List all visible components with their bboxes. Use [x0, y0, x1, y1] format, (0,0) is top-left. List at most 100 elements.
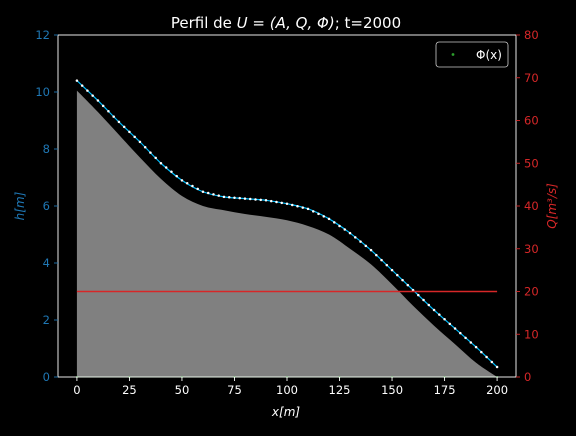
surface-point [406, 283, 410, 287]
surface-point [75, 79, 79, 82]
surface-point [369, 248, 373, 252]
axes: 0 25 50 75 100 125 150 175 200 0 2 4 6 8 10 12 0 10 20 30 40… [35, 28, 538, 397]
chart-title: Perfil de U = (A, Q, Φ); t=2000 [171, 14, 401, 32]
y-tick-label-left: 4 [43, 256, 50, 270]
surface-point [354, 236, 357, 239]
chart-title-prefix: Perfil de [171, 14, 237, 32]
surface-point [312, 210, 315, 213]
bed-area [76, 90, 498, 377]
y-tick-label-left: 6 [43, 199, 50, 213]
surface-point [285, 202, 289, 205]
surface-point [238, 196, 241, 200]
surface-point [175, 174, 178, 178]
surface-point [180, 179, 184, 182]
y-tick-label-left: 10 [35, 85, 50, 99]
y-tick-label-right: 80 [524, 28, 539, 42]
chart-title-suffix: ; t=2000 [335, 14, 401, 32]
surface-point [143, 145, 147, 149]
surface-point [227, 196, 231, 199]
surface-point [117, 120, 121, 124]
surface-point [217, 194, 220, 197]
y-tick-label-right: 0 [524, 370, 531, 384]
surface-point [128, 130, 131, 134]
surface-point [411, 288, 415, 292]
surface-point [338, 224, 341, 228]
surface-point [86, 89, 89, 92]
surface-point [133, 135, 136, 139]
surface-point [185, 181, 189, 185]
surface-point [390, 268, 394, 272]
legend-box [435, 41, 509, 68]
surface-point [159, 162, 163, 165]
legend-marker-phi [451, 53, 455, 56]
surface-point [196, 187, 199, 191]
y-tick-label-right: 10 [524, 327, 539, 341]
y-tick-label-left: 2 [43, 313, 50, 327]
surface-point [96, 99, 100, 102]
surface-point [432, 308, 436, 312]
surface-point [333, 221, 336, 224]
x-tick-label: 0 [73, 383, 80, 397]
x-tick-label: 50 [175, 383, 190, 397]
surface-point [212, 193, 215, 196]
surface-point [248, 197, 252, 201]
x-tick-label: 175 [434, 383, 456, 397]
x-tick-label: 150 [381, 383, 403, 397]
surface-point [480, 350, 483, 354]
surface-point [222, 195, 226, 199]
surface-point [259, 198, 262, 202]
surface-point [101, 104, 105, 108]
y-tick-label-right: 50 [524, 156, 539, 170]
surface-point [122, 125, 126, 129]
chart-title-math: U = (A, Q, Φ) [237, 14, 335, 32]
plot-area [75, 79, 499, 378]
y-tick-label-left: 0 [43, 370, 50, 384]
surface-point [254, 198, 257, 201]
surface-point [474, 345, 478, 349]
surface-point [380, 258, 383, 262]
surface-point [448, 322, 452, 326]
surface-point [343, 228, 347, 231]
surface-point [301, 206, 305, 209]
surface-point [138, 140, 142, 144]
x-tick-label: 200 [486, 383, 508, 397]
y-tick-label-right: 70 [524, 71, 539, 85]
y-tick-label-left: 8 [43, 142, 50, 156]
surface-point [401, 278, 404, 282]
surface-point [495, 365, 499, 369]
y-tick-label-right: 20 [524, 285, 539, 299]
surface-point [359, 240, 362, 243]
x-tick-label: 100 [276, 383, 298, 397]
legend: Φ(x) [435, 41, 509, 68]
surface-point [154, 156, 157, 160]
surface-point [306, 207, 310, 211]
surface-point [469, 341, 473, 344]
surface-point [464, 336, 467, 340]
surface-point [422, 298, 425, 302]
surface-point [269, 199, 273, 203]
y-tick-label-right: 60 [524, 114, 539, 128]
surface-point [375, 253, 378, 257]
surface-point [417, 293, 420, 297]
surface-point [438, 313, 441, 316]
surface-point [243, 197, 247, 200]
surface-point [327, 217, 331, 221]
surface-point [206, 191, 210, 195]
surface-point [112, 115, 115, 118]
surface-point [280, 201, 283, 205]
surface-point [485, 355, 488, 359]
surface-point [322, 215, 326, 218]
y-axis-label-right: Q[m³/s] [545, 183, 559, 229]
surface-point [396, 273, 399, 277]
surface-point [385, 263, 389, 267]
y-tick-label-left: 12 [35, 28, 50, 42]
surface-point [490, 360, 494, 364]
surface-point [149, 151, 152, 154]
surface-point [443, 318, 446, 321]
surface-point [191, 184, 194, 188]
surface-point [107, 109, 110, 113]
y-axis-label-left: h[m] [13, 191, 27, 220]
surface-point [427, 303, 431, 307]
